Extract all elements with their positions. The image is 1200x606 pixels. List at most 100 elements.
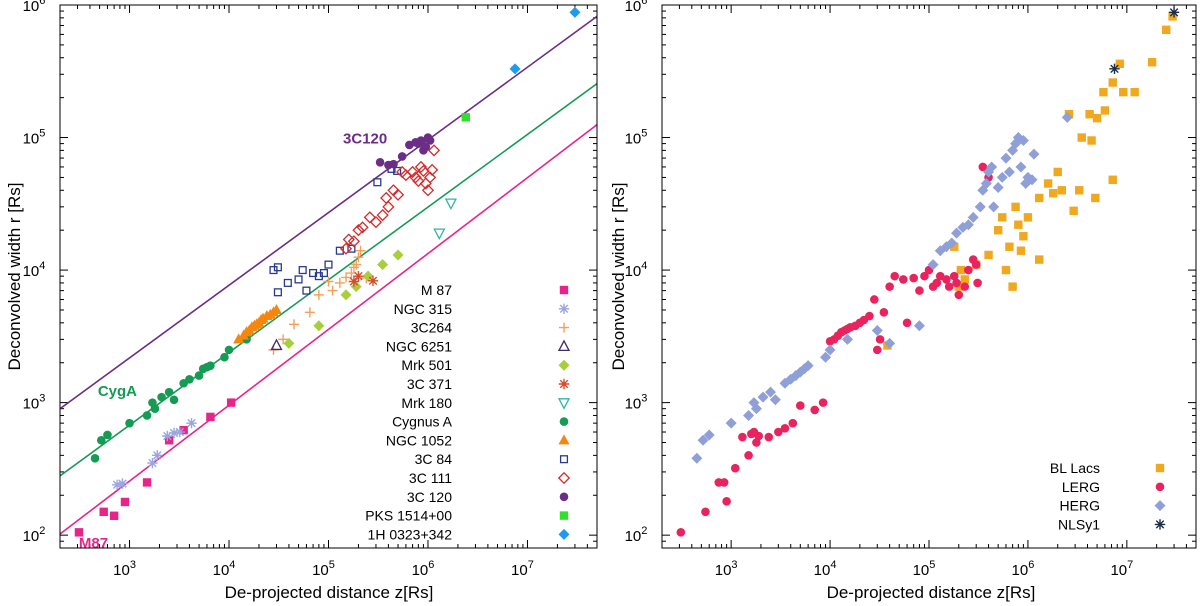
fit-line-m87-fit	[60, 124, 597, 535]
data-point	[967, 211, 979, 223]
data-point	[913, 320, 925, 332]
tick-base: 10	[1012, 562, 1029, 579]
data-point	[461, 113, 471, 122]
plot-area	[676, 7, 1180, 537]
y-axis-label: Deconvolved width r [Rs]	[609, 182, 628, 370]
legend: M 87 NGC 315 3C264 NGC 6251 Mrk 501 3C 371 Mrk…	[365, 282, 571, 542]
data-point	[162, 430, 173, 442]
y-tick-label: 106	[23, 0, 46, 15]
data-point	[932, 278, 942, 288]
data-point	[348, 276, 360, 287]
data-point	[988, 201, 1000, 213]
data-point	[956, 265, 966, 275]
data-point	[224, 345, 234, 355]
data-point	[380, 191, 393, 205]
data-point	[1115, 59, 1125, 69]
data-point	[376, 208, 389, 222]
data-point	[341, 272, 352, 283]
x-tick-label: 103	[715, 559, 738, 579]
legend-marker	[559, 455, 569, 464]
data-point	[382, 200, 395, 213]
data-point	[1028, 148, 1040, 160]
data-point	[353, 270, 364, 282]
data-point	[96, 435, 106, 445]
tick-exponent: 3	[731, 559, 737, 571]
data-point	[986, 161, 998, 173]
data-point	[1091, 193, 1100, 203]
data-point	[752, 438, 761, 447]
data-point	[164, 436, 174, 445]
data-point	[375, 158, 385, 167]
data-point	[962, 219, 974, 231]
tick-base: 10	[1110, 562, 1127, 579]
series-1h-0323-342	[509, 6, 581, 75]
legend-label: 3C 371	[407, 376, 452, 392]
data-point	[367, 275, 379, 287]
data-point	[319, 268, 328, 278]
data-point	[954, 282, 963, 291]
series-3c-84	[269, 164, 402, 297]
x-axis-label: De-projected distance z[Rs]	[225, 583, 434, 602]
legend-label: Cygnus A	[392, 414, 453, 430]
data-point	[233, 333, 245, 344]
data-point	[1108, 175, 1117, 184]
legend-marker	[1154, 500, 1166, 512]
legend-label: 3C264	[411, 320, 452, 336]
data-point	[1061, 111, 1073, 123]
legend-marker	[558, 303, 570, 314]
data-point	[1008, 282, 1017, 291]
data-point	[152, 450, 163, 461]
data-point	[978, 162, 988, 172]
data-point	[109, 511, 119, 520]
x-tick-label: 104	[814, 559, 837, 579]
annotation-cyga: CygA	[98, 383, 137, 400]
data-point	[142, 478, 152, 487]
data-point	[334, 277, 345, 288]
data-point	[74, 528, 84, 537]
data-point	[421, 184, 435, 197]
legend-marker	[558, 528, 570, 540]
data-point	[304, 307, 315, 318]
tick-base: 10	[715, 562, 732, 579]
data-point	[120, 497, 130, 507]
legend-label: Mrk 501	[401, 357, 452, 373]
legend-marker	[558, 359, 570, 371]
data-point	[342, 233, 355, 246]
data-point	[1001, 265, 1011, 275]
data-point	[872, 345, 882, 355]
data-point	[1168, 12, 1177, 21]
tick-base: 10	[23, 263, 40, 280]
legend: BL Lacs LERG HERG NLSy1	[1050, 460, 1166, 532]
y-tick-label: 105	[625, 128, 648, 148]
data-point	[920, 271, 929, 281]
data-point	[396, 165, 409, 179]
y-tick-label: 104	[23, 260, 46, 280]
data-point	[884, 337, 896, 349]
x-tick-label: 103	[113, 559, 136, 579]
tick-exponent: 2	[39, 525, 45, 537]
data-point	[427, 144, 441, 157]
data-point	[289, 319, 300, 330]
data-point	[355, 245, 366, 256]
data-point	[150, 404, 160, 413]
series-nlsy1	[1109, 7, 1180, 75]
data-point	[339, 242, 353, 255]
legend-marker	[1154, 519, 1166, 530]
data-point	[117, 478, 128, 489]
plot-frame	[661, 4, 1197, 549]
plot-area	[60, 6, 597, 537]
data-point	[691, 452, 703, 464]
data-point	[412, 174, 425, 188]
data-point	[701, 507, 710, 517]
data-point	[298, 266, 307, 275]
data-point	[902, 318, 912, 328]
data-point	[973, 278, 982, 288]
series-ngc-1052	[233, 303, 282, 344]
legend-label: PKS 1514+00	[365, 508, 452, 524]
data-point	[1043, 179, 1053, 188]
data-point	[283, 278, 292, 287]
x-tick-label: 107	[1110, 559, 1133, 579]
x-tick-label: 106	[412, 559, 435, 579]
data-point	[142, 411, 152, 420]
tick-exponent: 5	[929, 559, 935, 571]
